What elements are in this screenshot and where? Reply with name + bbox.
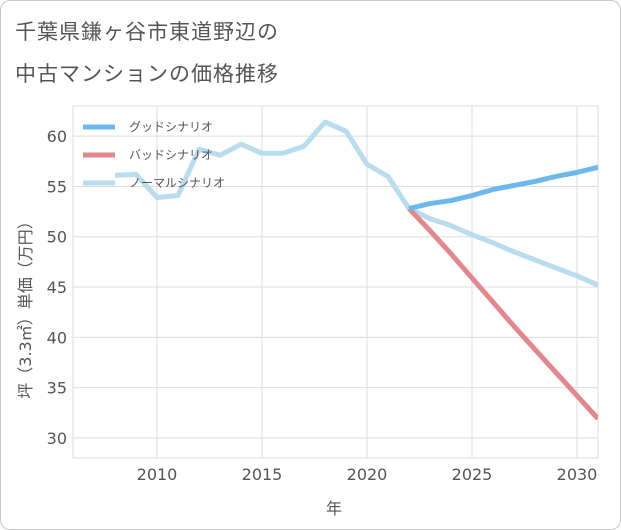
legend-label-1: バッドシナリオ <box>129 148 213 162</box>
tick-labels: 30 35 40 45 50 55 60 2010 2015 2020 2025 2030 <box>47 127 598 484</box>
y-tick-label: 35 <box>47 379 67 398</box>
x-tick-label: 2020 <box>347 465 388 484</box>
plot-area-border <box>72 105 599 459</box>
y-axis-title: 坪（3.3㎡）単価（万円） <box>16 213 35 398</box>
chart-title-line2: 中古マンションの価格推移 <box>15 62 279 86</box>
y-tick-label: 60 <box>47 127 67 146</box>
x-tick-label: 2030 <box>557 465 598 484</box>
x-axis-title: 年 <box>326 499 342 518</box>
series-line-1 <box>407 206 598 421</box>
y-tick-label: 45 <box>47 278 67 297</box>
series-line-2 <box>114 119 598 288</box>
x-tick-label: 2015 <box>242 465 283 484</box>
series-lines <box>114 119 598 421</box>
chart-title-line1: 千葉県鎌ヶ谷市東道野辺の <box>15 20 279 44</box>
series-line-0 <box>408 164 598 212</box>
y-tick-label: 30 <box>47 429 67 448</box>
y-tick-label: 40 <box>47 328 67 347</box>
y-tick-label: 55 <box>47 177 67 196</box>
legend-label-2: ノーマルシナリオ <box>129 176 225 190</box>
x-tick-label: 2010 <box>137 465 178 484</box>
x-tick-label: 2025 <box>452 465 493 484</box>
y-tick-label: 50 <box>47 228 67 247</box>
legend-label-0: グッドシナリオ <box>129 120 213 134</box>
